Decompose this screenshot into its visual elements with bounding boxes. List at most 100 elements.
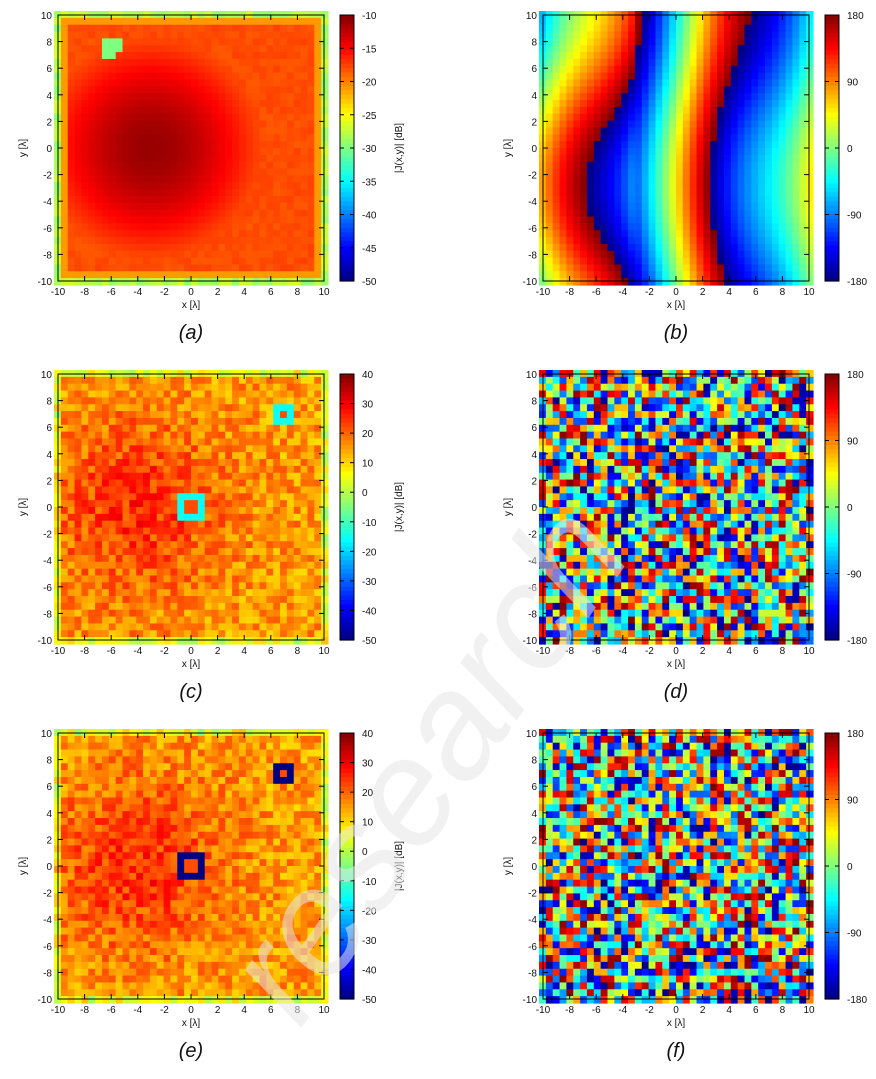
heatmap-cell	[586, 195, 595, 204]
heatmap-cell	[81, 24, 89, 33]
heatmap-cell	[170, 168, 178, 176]
heatmap-cell	[723, 52, 732, 60]
heatmap-cell	[266, 17, 274, 26]
heatmap-cell	[163, 120, 172, 129]
heatmap-cell	[95, 161, 103, 170]
heatmap-cell	[225, 554, 233, 563]
heatmap-cell	[286, 209, 295, 218]
heatmap-cell	[225, 243, 233, 252]
heatmap-cell	[314, 534, 322, 542]
heatmap-cell	[108, 445, 117, 453]
heatmap-cell	[662, 148, 670, 156]
heatmap-cell	[641, 161, 650, 170]
heatmap-cell	[758, 271, 766, 279]
heatmap-cell	[286, 161, 295, 170]
heatmap-cell	[238, 383, 247, 392]
heatmap-cell	[300, 596, 309, 604]
heatmap-cell	[245, 278, 254, 286]
heatmap-cell	[136, 230, 144, 238]
heatmap-cell	[806, 93, 814, 101]
heatmap-cell	[314, 479, 322, 488]
subfigure-label: (a)	[179, 322, 203, 344]
heatmap-cell	[293, 278, 302, 286]
heatmap-cell	[238, 45, 247, 53]
colorbar-segment	[340, 249, 354, 255]
colorbar-segment	[825, 125, 839, 131]
heatmap-cell	[259, 175, 267, 183]
heatmap-cell	[703, 127, 711, 135]
heatmap-cell	[717, 65, 725, 74]
heatmap-cell	[266, 72, 274, 81]
heatmap-cell	[108, 189, 117, 197]
heatmap-cell	[799, 100, 807, 108]
heatmap-cell	[101, 527, 110, 535]
heatmap-cell	[88, 541, 96, 549]
heatmap-cell	[252, 113, 261, 122]
heatmap-cell	[273, 223, 281, 231]
heatmap-cell	[628, 100, 636, 108]
heatmap-cell	[771, 189, 780, 197]
heatmap-cell	[259, 134, 267, 142]
heatmap-cell	[101, 216, 110, 224]
heatmap-cell	[730, 209, 739, 218]
heatmap-cell	[682, 195, 691, 204]
heatmap-cell	[273, 175, 281, 183]
heatmap-cell	[573, 113, 581, 122]
heatmap-cell	[204, 459, 213, 467]
heatmap-cell	[108, 459, 117, 467]
heatmap-cell	[218, 209, 226, 218]
heatmap-cell	[765, 17, 773, 26]
heatmap-cell	[108, 38, 117, 46]
heatmap-cell	[184, 534, 192, 542]
heatmap-cell	[122, 452, 130, 460]
heatmap-cell	[238, 106, 247, 115]
heatmap-cell	[545, 134, 554, 142]
heatmap-cell	[280, 609, 288, 618]
heatmap-cell	[149, 148, 158, 156]
heatmap-cell	[211, 257, 219, 266]
heatmap-cell	[314, 209, 322, 218]
heatmap-cell	[177, 575, 185, 583]
heatmap-cell	[238, 465, 247, 474]
heatmap-cell	[197, 609, 206, 618]
heatmap-cell	[545, 209, 554, 218]
heatmap-cell	[744, 127, 752, 135]
heatmap-cell	[115, 431, 124, 440]
heatmap-cell	[655, 202, 663, 211]
heatmap-cell	[559, 31, 568, 40]
heatmap-cell	[628, 65, 636, 74]
heatmap-cell	[765, 65, 773, 74]
heatmap-cell	[785, 86, 794, 94]
heatmap-cell	[266, 486, 274, 494]
heatmap-cell	[60, 86, 69, 94]
heatmap-cell	[122, 134, 130, 142]
heatmap-cell	[115, 271, 124, 279]
heatmap-cell	[628, 58, 636, 67]
heatmap-cell	[293, 52, 302, 60]
heatmap-cell	[545, 113, 554, 122]
heatmap-cell	[293, 216, 302, 224]
heatmap-cell	[573, 52, 581, 60]
heatmap-cell	[245, 134, 254, 142]
heatmap-cell	[655, 52, 663, 60]
heatmap-cell	[580, 189, 588, 197]
heatmap-cell	[552, 106, 561, 115]
heatmap-cell	[682, 106, 691, 115]
colorbar-segment	[340, 68, 354, 74]
heatmap-cell	[95, 223, 103, 231]
heatmap-cell	[273, 452, 281, 460]
heatmap-cell	[593, 72, 602, 81]
heatmap-cell	[280, 264, 288, 272]
heatmap-cell	[259, 486, 267, 494]
heatmap-cell	[580, 168, 588, 176]
colorbar-segment	[340, 134, 354, 140]
heatmap-cell	[191, 209, 199, 218]
heatmap-cell	[129, 216, 137, 224]
heatmap-cell	[580, 52, 588, 60]
heatmap-cell	[723, 161, 732, 170]
heatmap-cell	[266, 575, 274, 583]
heatmap-cell	[122, 616, 130, 625]
heatmap-cell	[95, 86, 103, 94]
heatmap-cell	[149, 609, 158, 618]
heatmap-cell	[156, 38, 165, 46]
